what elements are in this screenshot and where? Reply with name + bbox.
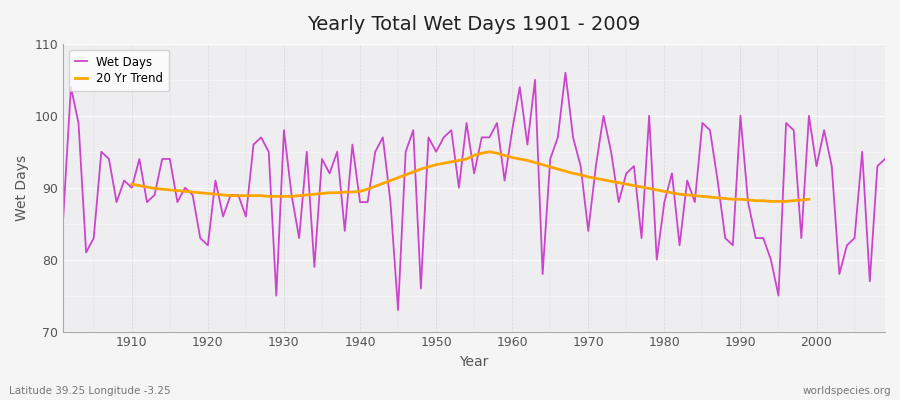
Wet Days — [613, 200, 624, 204]
Line: Wet Days: Wet Days — [63, 73, 885, 310]
Wet Days — [332, 149, 343, 154]
Line: 20 Yr Trend: 20 Yr Trend — [131, 152, 809, 202]
Wet Days — [286, 192, 297, 197]
Legend: Wet Days, 20 Yr Trend: Wet Days, 20 Yr Trend — [69, 50, 169, 91]
Wet Days — [879, 156, 890, 161]
20 Yr Trend — [788, 198, 799, 203]
Wet Days — [119, 178, 130, 183]
Wet Days — [392, 308, 403, 312]
20 Yr Trend — [766, 199, 777, 204]
X-axis label: Year: Year — [460, 355, 489, 369]
Wet Days — [58, 214, 68, 219]
20 Yr Trend — [126, 182, 137, 186]
20 Yr Trend — [484, 149, 495, 154]
20 Yr Trend — [697, 194, 707, 199]
20 Yr Trend — [332, 190, 343, 195]
20 Yr Trend — [218, 192, 229, 197]
Wet Days — [507, 128, 517, 132]
Text: worldspecies.org: worldspecies.org — [803, 386, 891, 396]
Title: Yearly Total Wet Days 1901 - 2009: Yearly Total Wet Days 1901 - 2009 — [308, 15, 641, 34]
Wet Days — [515, 85, 526, 90]
Text: Latitude 39.25 Longitude -3.25: Latitude 39.25 Longitude -3.25 — [9, 386, 171, 396]
20 Yr Trend — [712, 196, 723, 200]
Y-axis label: Wet Days: Wet Days — [15, 155, 29, 221]
20 Yr Trend — [606, 179, 616, 184]
20 Yr Trend — [804, 197, 814, 202]
Wet Days — [560, 70, 571, 75]
